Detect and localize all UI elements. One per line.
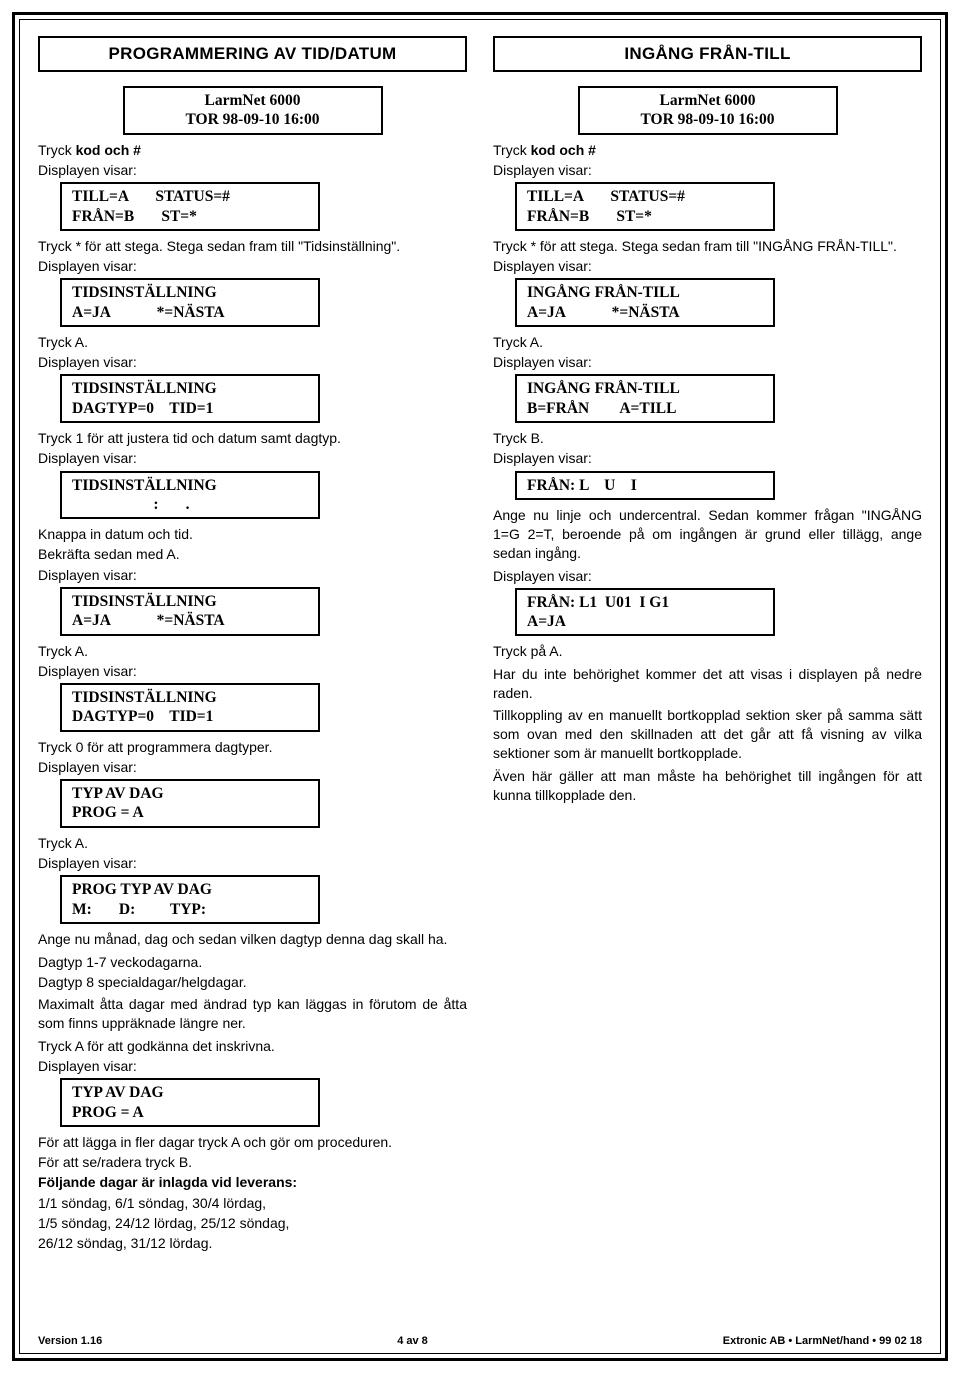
columns: PROGRAMMERING AV TID/DATUM LarmNet 6000 …: [38, 36, 922, 1254]
footer-left: Version 1.16: [38, 1335, 102, 1347]
right-column: INGÅNG FRÅN-TILL LarmNet 6000 TOR 98-09-…: [493, 36, 922, 1254]
display-box: TIDSINSTÄLLNING DAGTYP=0 TID=1: [60, 683, 320, 732]
para: Ange nu månad, dag och sedan vilken dagt…: [38, 930, 467, 949]
footer: Version 1.16 4 av 8 Extronic AB • LarmNe…: [38, 1335, 922, 1347]
display-larmnet-left: LarmNet 6000 TOR 98-09-10 16:00: [123, 86, 383, 135]
display-box: PROG TYP AV DAG M: D: TYP:: [60, 875, 320, 924]
instr: Displayen visar:: [38, 566, 467, 584]
instr: Dagtyp 1-7 veckodagarna.: [38, 953, 467, 971]
instr: Tryck * för att stega. Stega sedan fram …: [38, 237, 467, 255]
instr: Displayen visar:: [493, 567, 922, 585]
text: Tryck: [38, 142, 76, 158]
display-larmnet-right: LarmNet 6000 TOR 98-09-10 16:00: [578, 86, 838, 135]
instr: Displayen visar:: [38, 1057, 467, 1075]
instr: För att se/radera tryck B.: [38, 1153, 467, 1171]
instr: Tryck kod och #: [38, 141, 467, 159]
display-box: INGÅNG FRÅN-TILL B=FRÅN A=TILL: [515, 374, 775, 423]
display-box: TIDSINSTÄLLNING : .: [60, 471, 320, 520]
left-title: PROGRAMMERING AV TID/DATUM: [38, 36, 467, 72]
para: Ange nu linje och undercentral. Sedan ko…: [493, 506, 922, 563]
right-title: INGÅNG FRÅN-TILL: [493, 36, 922, 72]
para: Även här gäller att man måste ha behörig…: [493, 767, 922, 805]
instr: Displayen visar:: [38, 758, 467, 776]
instr: Displayen visar:: [38, 449, 467, 467]
inner-frame: PROGRAMMERING AV TID/DATUM LarmNet 6000 …: [19, 19, 941, 1354]
instr: Tryck A.: [38, 834, 467, 852]
instr: Displayen visar:: [493, 353, 922, 371]
instr: Tryck A.: [493, 333, 922, 351]
instr: Displayen visar:: [38, 257, 467, 275]
instr: Displayen visar:: [493, 257, 922, 275]
left-column: PROGRAMMERING AV TID/DATUM LarmNet 6000 …: [38, 36, 467, 1254]
footer-right: Extronic AB • LarmNet/hand • 99 02 18: [723, 1335, 922, 1347]
para: Tillkoppling av en manuellt bortkopplad …: [493, 706, 922, 763]
instr: Tryck på A.: [493, 642, 922, 660]
instr-bold: Följande dagar är inlagda vid leverans:: [38, 1173, 467, 1191]
footer-center: 4 av 8: [397, 1335, 428, 1347]
instr: Bekräfta sedan med A.: [38, 545, 467, 563]
text: Tryck: [493, 142, 531, 158]
instr: Displayen visar:: [38, 662, 467, 680]
instr: 1/5 söndag, 24/12 lördag, 25/12 söndag,: [38, 1214, 467, 1232]
para: Maximalt åtta dagar med ändrad typ kan l…: [38, 995, 467, 1033]
instr: Dagtyp 8 specialdagar/helgdagar.: [38, 973, 467, 991]
display-box: FRÅN: L1 U01 I G1 A=JA: [515, 588, 775, 637]
display-box: FRÅN: L U I: [515, 471, 775, 500]
instr: Tryck 1 för att justera tid och datum sa…: [38, 429, 467, 447]
instr: Knappa in datum och tid.: [38, 525, 467, 543]
instr: Tryck B.: [493, 429, 922, 447]
text-bold: kod och #: [76, 142, 141, 158]
display-box: TYP AV DAG PROG = A: [60, 779, 320, 828]
instr: Tryck A.: [38, 642, 467, 660]
instr: Tryck 0 för att programmera dagtyper.: [38, 738, 467, 756]
instr: Displayen visar:: [38, 161, 467, 179]
para: Har du inte behörighet kommer det att vi…: [493, 665, 922, 703]
instr: Tryck A för att godkänna det inskrivna.: [38, 1037, 467, 1055]
display-box: TIDSINSTÄLLNING DAGTYP=0 TID=1: [60, 374, 320, 423]
display-box: INGÅNG FRÅN-TILL A=JA *=NÄSTA: [515, 278, 775, 327]
text-bold: kod och #: [531, 142, 596, 158]
instr: 1/1 söndag, 6/1 söndag, 30/4 lördag,: [38, 1194, 467, 1212]
instr: Tryck kod och #: [493, 141, 922, 159]
instr: 26/12 söndag, 31/12 lördag.: [38, 1234, 467, 1252]
instr: Displayen visar:: [38, 353, 467, 371]
display-box: TYP AV DAG PROG = A: [60, 1078, 320, 1127]
instr: För att lägga in fler dagar tryck A och …: [38, 1133, 467, 1151]
instr: Tryck * för att stega. Stega sedan fram …: [493, 237, 922, 255]
display-box: TIDSINSTÄLLNING A=JA *=NÄSTA: [60, 587, 320, 636]
outer-frame: PROGRAMMERING AV TID/DATUM LarmNet 6000 …: [12, 12, 948, 1361]
display-box: TILL=A STATUS=# FRÅN=B ST=*: [515, 182, 775, 231]
instr: Displayen visar:: [493, 449, 922, 467]
instr: Tryck A.: [38, 333, 467, 351]
instr: Displayen visar:: [493, 161, 922, 179]
display-box: TIDSINSTÄLLNING A=JA *=NÄSTA: [60, 278, 320, 327]
instr: Displayen visar:: [38, 854, 467, 872]
display-box: TILL=A STATUS=# FRÅN=B ST=*: [60, 182, 320, 231]
